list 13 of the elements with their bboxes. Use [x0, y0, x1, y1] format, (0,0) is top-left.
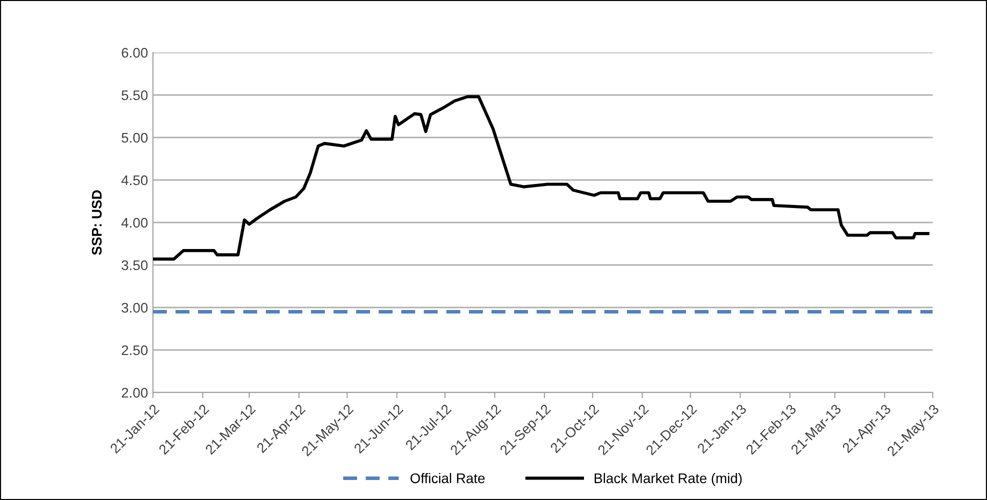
y-tick-label: 5.50	[122, 90, 148, 100]
y-tick-label: 5.00	[122, 132, 148, 143]
y-tick-label: 3.50	[122, 260, 148, 270]
legend-label: Black Market Rate (mid)	[594, 473, 742, 486]
line-series	[152, 95, 930, 261]
y-tick-label: 6.00	[122, 48, 148, 58]
y-tick-label: 4.00	[121, 218, 148, 228]
y-tick-label: 4.50	[121, 175, 148, 186]
y-axis-title: SSP: USD	[92, 190, 102, 255]
y-tick-label: 2.00	[122, 388, 148, 398]
y-tick-label: 3.00	[122, 302, 148, 313]
legend-label: Official Rate	[410, 473, 485, 484]
y-tick-label: 2.50	[122, 345, 148, 356]
